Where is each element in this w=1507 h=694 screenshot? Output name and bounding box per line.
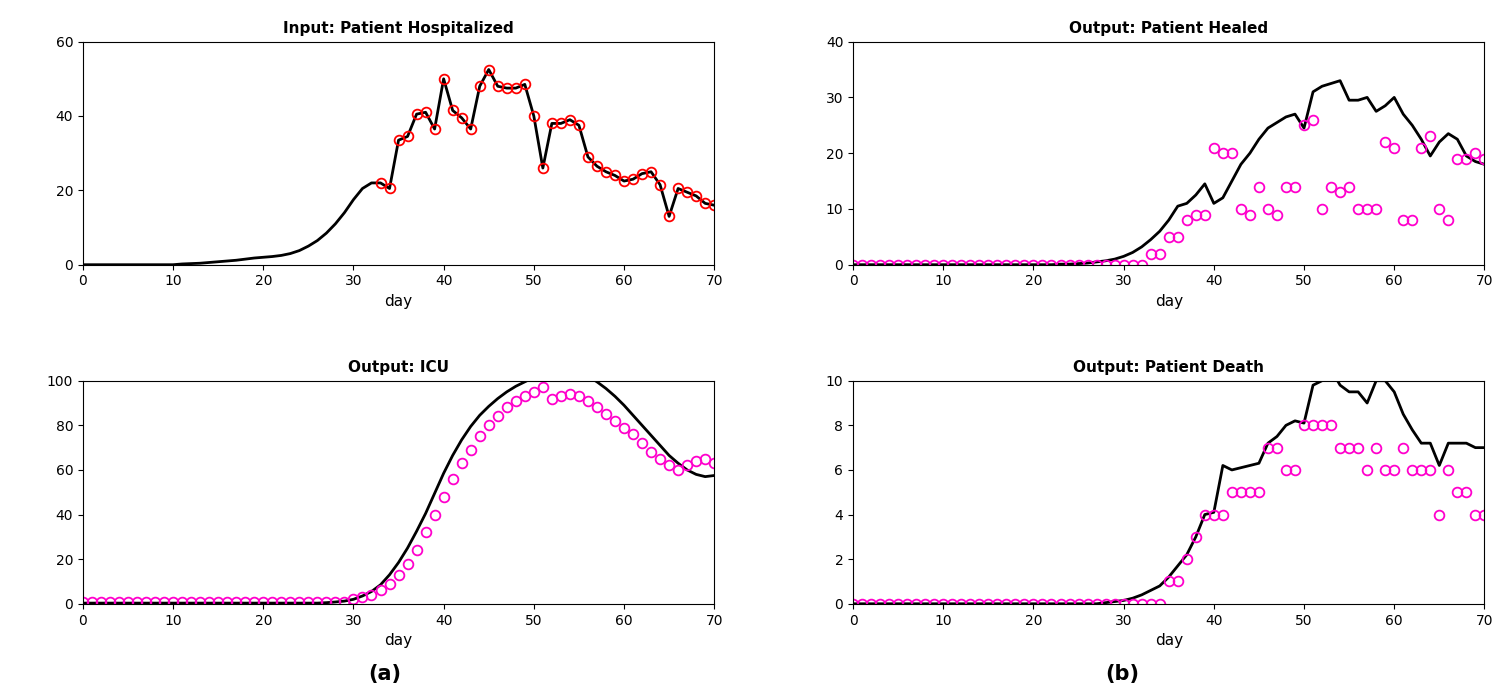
X-axis label: day: day [384, 294, 413, 309]
Title: Input: Patient Hospitalized: Input: Patient Hospitalized [283, 22, 514, 36]
Text: (a): (a) [368, 663, 401, 684]
X-axis label: day: day [1154, 633, 1183, 648]
Text: (b): (b) [1106, 663, 1139, 684]
Title: Output: Patient Healed: Output: Patient Healed [1068, 22, 1269, 36]
X-axis label: day: day [384, 633, 413, 648]
X-axis label: day: day [1154, 294, 1183, 309]
Title: Output: ICU: Output: ICU [348, 360, 449, 375]
Title: Output: Patient Death: Output: Patient Death [1073, 360, 1264, 375]
